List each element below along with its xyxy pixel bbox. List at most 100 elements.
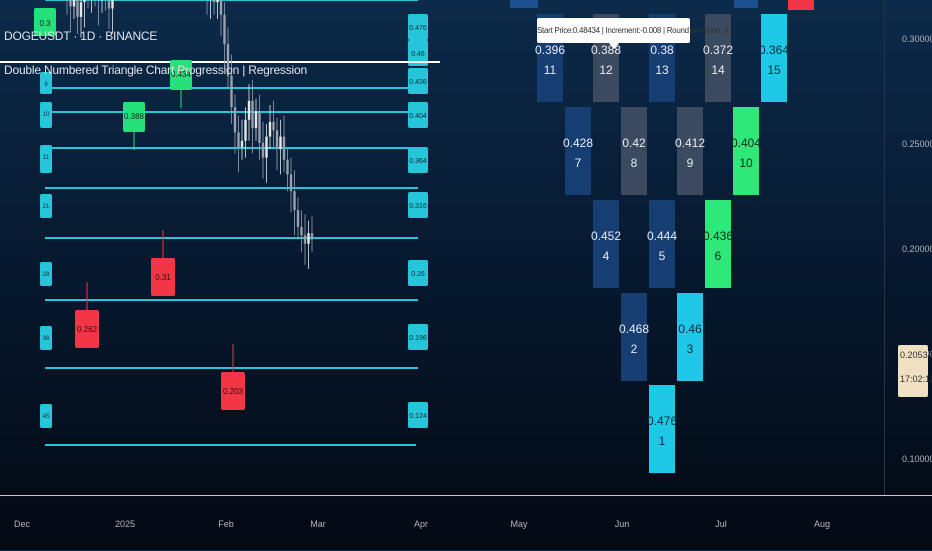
- triangle-cell-value: 0.364: [759, 43, 789, 57]
- time-tick: Apr: [414, 519, 428, 529]
- triangle-cell-value: 0.452: [591, 229, 621, 243]
- candle-body: [304, 235, 306, 243]
- indicator-title[interactable]: Double Numbered Triangle Chart Progressi…: [4, 63, 307, 77]
- time-tick: Dec: [14, 519, 30, 529]
- triangle-cell: [677, 293, 703, 381]
- candle-body: [244, 120, 246, 141]
- triangle-cell-value: 0.476: [647, 414, 677, 428]
- candle-body: [279, 137, 281, 150]
- triangle-cell: [761, 14, 787, 102]
- triangle-cell-index: 6: [715, 249, 722, 263]
- triangle-cell-index: 11: [544, 63, 557, 77]
- index-tag-label: 11: [43, 155, 50, 161]
- triangle-cell-value: 0.38: [650, 43, 674, 57]
- time-tick: Aug: [814, 519, 830, 529]
- triangle-cell: [649, 200, 675, 288]
- candle-body: [248, 101, 250, 120]
- time-tick: Mar: [310, 519, 326, 529]
- triangle-cell-value: 0.468: [619, 322, 649, 336]
- candle-body: [83, 0, 85, 2]
- candle-body: [297, 210, 299, 227]
- time-tick: Jun: [615, 519, 630, 529]
- candle-body: [80, 2, 82, 17]
- candle-body: [251, 101, 253, 128]
- triangle-cell: [649, 385, 675, 473]
- top-bar-blue-mid: [734, 0, 758, 8]
- candle-body: [307, 233, 309, 244]
- triangle-cell-value: 0.396: [535, 43, 565, 57]
- pivot-low-label: 0.203: [223, 387, 244, 396]
- pivot-low-label: 0.31: [155, 273, 171, 282]
- candle-body: [223, 15, 225, 44]
- triangle-cell-index: 3: [687, 342, 694, 356]
- candle-body: [262, 143, 264, 158]
- candle-body: [258, 111, 260, 142]
- triangle-cell-index: 13: [655, 63, 669, 77]
- symbol-title[interactable]: DOGEUSDT · 1D · BINANCE: [4, 29, 157, 43]
- level-index-label: 36: [43, 336, 50, 342]
- triangle-cell-index: 8: [631, 156, 638, 170]
- level-price-label: 0.476: [409, 25, 427, 32]
- time-tick: 2025: [115, 519, 135, 529]
- candle-body: [311, 233, 313, 239]
- level-price-label: 0.316: [409, 203, 427, 210]
- pivot-low-label: 0.262: [77, 325, 98, 334]
- candle-body: [286, 160, 288, 175]
- candle-body: [230, 76, 232, 108]
- triangle-cell-value: 0.372: [703, 43, 733, 57]
- triangle-cell-value: 0.428: [563, 136, 593, 150]
- triangle-cell-value: 0.436: [703, 229, 733, 243]
- level-index-label: 21: [43, 204, 50, 210]
- level-price-label: 0.436: [409, 79, 427, 86]
- triangle-cell-value: 0.444: [647, 229, 677, 243]
- triangle-cell-index: 12: [599, 63, 613, 77]
- candle-body: [283, 137, 285, 160]
- candle-body: [73, 0, 75, 6]
- candle-body: [234, 107, 236, 132]
- triangle-cell-index: 10: [739, 156, 753, 170]
- triangle-cell-index: 1: [659, 434, 666, 448]
- price-tick: 0.25000: [902, 139, 932, 149]
- start-price-tooltip: Start Price:0.48434 | Increment:-0.008 |…: [537, 18, 690, 43]
- candle-body: [76, 0, 78, 17]
- price-tick: 0.10000: [902, 454, 932, 464]
- triangle-cell-value: 0.404: [731, 136, 761, 150]
- level-price-label: 0.124: [409, 413, 427, 420]
- triangle-cell-index: 4: [603, 249, 610, 263]
- triangle-cell-value: 0.46: [678, 322, 702, 336]
- header-badge-label: 0.3: [39, 19, 51, 28]
- candle-body: [255, 111, 257, 128]
- progression-triangle: 0.47610.46820.4630.45240.44450.43660.428…: [535, 14, 789, 473]
- triangle-cell: [677, 107, 703, 195]
- triangle-cell: [593, 200, 619, 288]
- level-price-label: 0.46: [411, 51, 425, 58]
- candle-body: [241, 141, 243, 147]
- triangle-cell: [621, 107, 647, 195]
- candle-body: [108, 0, 110, 9]
- current-time-label: 17:02:11: [900, 374, 932, 384]
- pivot-high-label: 0.388: [124, 112, 145, 121]
- triangle-cell-index: 15: [767, 63, 781, 77]
- level-price-label: 0.364: [409, 158, 427, 165]
- price-tick: 0.20000: [902, 244, 932, 254]
- triangle-cell-index: 9: [687, 156, 694, 170]
- triangle-cell: [733, 107, 759, 195]
- level-price-label: 0.196: [409, 335, 427, 342]
- triangle-cell-index: 5: [659, 249, 666, 263]
- time-scale[interactable]: [0, 495, 932, 551]
- price-tick: 0.30000: [902, 34, 932, 44]
- candle-body: [293, 191, 295, 210]
- level-index-label: 28: [43, 272, 50, 278]
- candle-body: [272, 122, 274, 130]
- candle-body: [300, 227, 302, 235]
- triangle-cell-value: 0.42: [622, 136, 646, 150]
- candle-body: [220, 0, 222, 15]
- index-tag-label: 10: [43, 112, 50, 118]
- candle-body: [69, 0, 71, 6]
- time-tick: May: [510, 519, 527, 529]
- time-tick: Jul: [715, 519, 727, 529]
- current-price-label: 0.20534: [900, 350, 932, 360]
- candle-body: [269, 122, 271, 137]
- triangle-cell: [621, 293, 647, 381]
